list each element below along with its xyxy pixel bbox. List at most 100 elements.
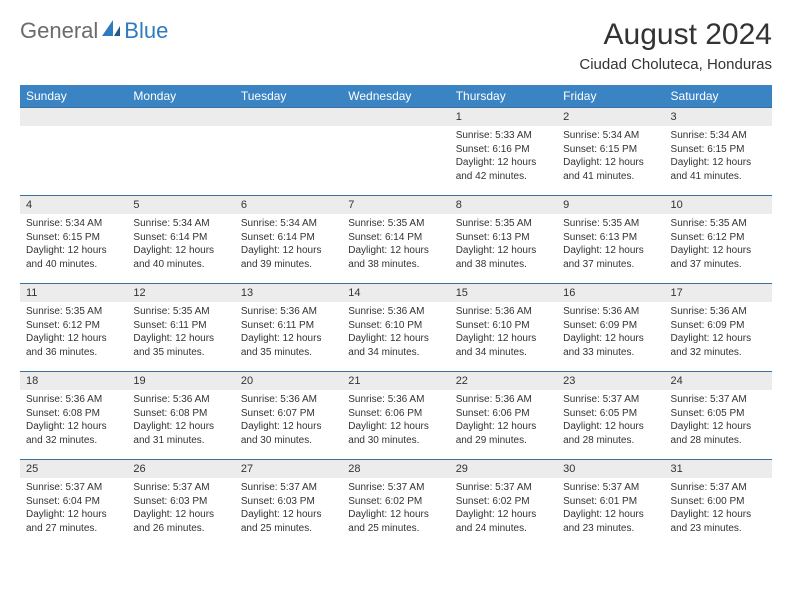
sunset-text: Sunset: 6:09 PM (671, 319, 766, 333)
day-number: 23 (557, 372, 664, 390)
calendar-cell: 23Sunrise: 5:37 AMSunset: 6:05 PMDayligh… (557, 372, 664, 460)
daylight1-text: Daylight: 12 hours (133, 244, 228, 258)
calendar-cell (235, 108, 342, 196)
daylight1-text: Daylight: 12 hours (456, 508, 551, 522)
calendar-cell: 2Sunrise: 5:34 AMSunset: 6:15 PMDaylight… (557, 108, 664, 196)
day-details: Sunrise: 5:37 AMSunset: 6:05 PMDaylight:… (665, 390, 772, 451)
daylight2-text: and 25 minutes. (241, 522, 336, 536)
day-details: Sunrise: 5:35 AMSunset: 6:14 PMDaylight:… (342, 214, 449, 275)
daylight2-text: and 25 minutes. (348, 522, 443, 536)
day-number: 25 (20, 460, 127, 478)
day-number: 12 (127, 284, 234, 302)
sunset-text: Sunset: 6:10 PM (348, 319, 443, 333)
sunrise-text: Sunrise: 5:36 AM (671, 305, 766, 319)
day-details: Sunrise: 5:36 AMSunset: 6:08 PMDaylight:… (127, 390, 234, 451)
day-number: 18 (20, 372, 127, 390)
calendar-cell: 3Sunrise: 5:34 AMSunset: 6:15 PMDaylight… (665, 108, 772, 196)
daylight1-text: Daylight: 12 hours (563, 508, 658, 522)
sunset-text: Sunset: 6:11 PM (241, 319, 336, 333)
day-details: Sunrise: 5:37 AMSunset: 6:03 PMDaylight:… (235, 478, 342, 539)
sunset-text: Sunset: 6:12 PM (671, 231, 766, 245)
sunrise-text: Sunrise: 5:37 AM (241, 481, 336, 495)
calendar-cell: 25Sunrise: 5:37 AMSunset: 6:04 PMDayligh… (20, 460, 127, 548)
sunrise-text: Sunrise: 5:37 AM (671, 393, 766, 407)
daylight1-text: Daylight: 12 hours (456, 420, 551, 434)
day-number: 15 (450, 284, 557, 302)
daylight2-text: and 30 minutes. (348, 434, 443, 448)
day-details: Sunrise: 5:37 AMSunset: 6:01 PMDaylight:… (557, 478, 664, 539)
sunset-text: Sunset: 6:06 PM (456, 407, 551, 421)
daylight1-text: Daylight: 12 hours (26, 508, 121, 522)
location-subtitle: Ciudad Choluteca, Honduras (579, 56, 772, 73)
calendar-cell: 19Sunrise: 5:36 AMSunset: 6:08 PMDayligh… (127, 372, 234, 460)
sunrise-text: Sunrise: 5:36 AM (348, 305, 443, 319)
calendar-cell: 21Sunrise: 5:36 AMSunset: 6:06 PMDayligh… (342, 372, 449, 460)
sunrise-text: Sunrise: 5:35 AM (671, 217, 766, 231)
daylight2-text: and 28 minutes. (563, 434, 658, 448)
day-details: Sunrise: 5:36 AMSunset: 6:08 PMDaylight:… (20, 390, 127, 451)
sunrise-text: Sunrise: 5:37 AM (456, 481, 551, 495)
day-details: Sunrise: 5:34 AMSunset: 6:14 PMDaylight:… (235, 214, 342, 275)
daylight1-text: Daylight: 12 hours (26, 332, 121, 346)
daylight2-text: and 32 minutes. (26, 434, 121, 448)
daylight2-text: and 26 minutes. (133, 522, 228, 536)
col-saturday: Saturday (665, 85, 772, 108)
daylight1-text: Daylight: 12 hours (671, 332, 766, 346)
day-number: 4 (20, 196, 127, 214)
sunset-text: Sunset: 6:13 PM (456, 231, 551, 245)
day-number: 3 (665, 108, 772, 126)
daylight1-text: Daylight: 12 hours (563, 420, 658, 434)
day-details: Sunrise: 5:35 AMSunset: 6:11 PMDaylight:… (127, 302, 234, 363)
calendar-cell: 4Sunrise: 5:34 AMSunset: 6:15 PMDaylight… (20, 196, 127, 284)
calendar-cell: 20Sunrise: 5:36 AMSunset: 6:07 PMDayligh… (235, 372, 342, 460)
calendar-cell: 5Sunrise: 5:34 AMSunset: 6:14 PMDaylight… (127, 196, 234, 284)
day-number: 10 (665, 196, 772, 214)
day-details: Sunrise: 5:37 AMSunset: 6:04 PMDaylight:… (20, 478, 127, 539)
day-details: Sunrise: 5:37 AMSunset: 6:05 PMDaylight:… (557, 390, 664, 451)
day-details: Sunrise: 5:33 AMSunset: 6:16 PMDaylight:… (450, 126, 557, 187)
calendar-cell: 31Sunrise: 5:37 AMSunset: 6:00 PMDayligh… (665, 460, 772, 548)
logo-text-general: General (20, 18, 98, 44)
day-number (342, 108, 449, 126)
calendar-cell (20, 108, 127, 196)
day-number: 7 (342, 196, 449, 214)
sunrise-text: Sunrise: 5:35 AM (563, 217, 658, 231)
calendar-cell: 29Sunrise: 5:37 AMSunset: 6:02 PMDayligh… (450, 460, 557, 548)
daylight2-text: and 27 minutes. (26, 522, 121, 536)
daylight2-text: and 32 minutes. (671, 346, 766, 360)
sunset-text: Sunset: 6:12 PM (26, 319, 121, 333)
calendar-cell: 18Sunrise: 5:36 AMSunset: 6:08 PMDayligh… (20, 372, 127, 460)
sunrise-text: Sunrise: 5:36 AM (26, 393, 121, 407)
day-details: Sunrise: 5:34 AMSunset: 6:15 PMDaylight:… (20, 214, 127, 275)
daylight1-text: Daylight: 12 hours (26, 420, 121, 434)
weekday-header-row: Sunday Monday Tuesday Wednesday Thursday… (20, 85, 772, 108)
daylight2-text: and 40 minutes. (133, 258, 228, 272)
daylight1-text: Daylight: 12 hours (671, 420, 766, 434)
calendar-row: 25Sunrise: 5:37 AMSunset: 6:04 PMDayligh… (20, 460, 772, 548)
calendar-cell: 27Sunrise: 5:37 AMSunset: 6:03 PMDayligh… (235, 460, 342, 548)
logo: General Blue (20, 18, 168, 44)
day-number: 24 (665, 372, 772, 390)
sunset-text: Sunset: 6:14 PM (348, 231, 443, 245)
day-details: Sunrise: 5:36 AMSunset: 6:06 PMDaylight:… (450, 390, 557, 451)
calendar-cell (342, 108, 449, 196)
calendar-cell: 11Sunrise: 5:35 AMSunset: 6:12 PMDayligh… (20, 284, 127, 372)
calendar-cell: 26Sunrise: 5:37 AMSunset: 6:03 PMDayligh… (127, 460, 234, 548)
logo-sail-icon (102, 20, 122, 43)
daylight2-text: and 35 minutes. (241, 346, 336, 360)
calendar-cell: 15Sunrise: 5:36 AMSunset: 6:10 PMDayligh… (450, 284, 557, 372)
sunrise-text: Sunrise: 5:36 AM (241, 305, 336, 319)
day-details: Sunrise: 5:37 AMSunset: 6:00 PMDaylight:… (665, 478, 772, 539)
sunrise-text: Sunrise: 5:35 AM (456, 217, 551, 231)
col-sunday: Sunday (20, 85, 127, 108)
daylight2-text: and 40 minutes. (26, 258, 121, 272)
daylight1-text: Daylight: 12 hours (563, 156, 658, 170)
col-thursday: Thursday (450, 85, 557, 108)
daylight1-text: Daylight: 12 hours (563, 332, 658, 346)
day-details: Sunrise: 5:37 AMSunset: 6:03 PMDaylight:… (127, 478, 234, 539)
daylight2-text: and 36 minutes. (26, 346, 121, 360)
daylight2-text: and 24 minutes. (456, 522, 551, 536)
col-tuesday: Tuesday (235, 85, 342, 108)
day-number: 5 (127, 196, 234, 214)
col-friday: Friday (557, 85, 664, 108)
